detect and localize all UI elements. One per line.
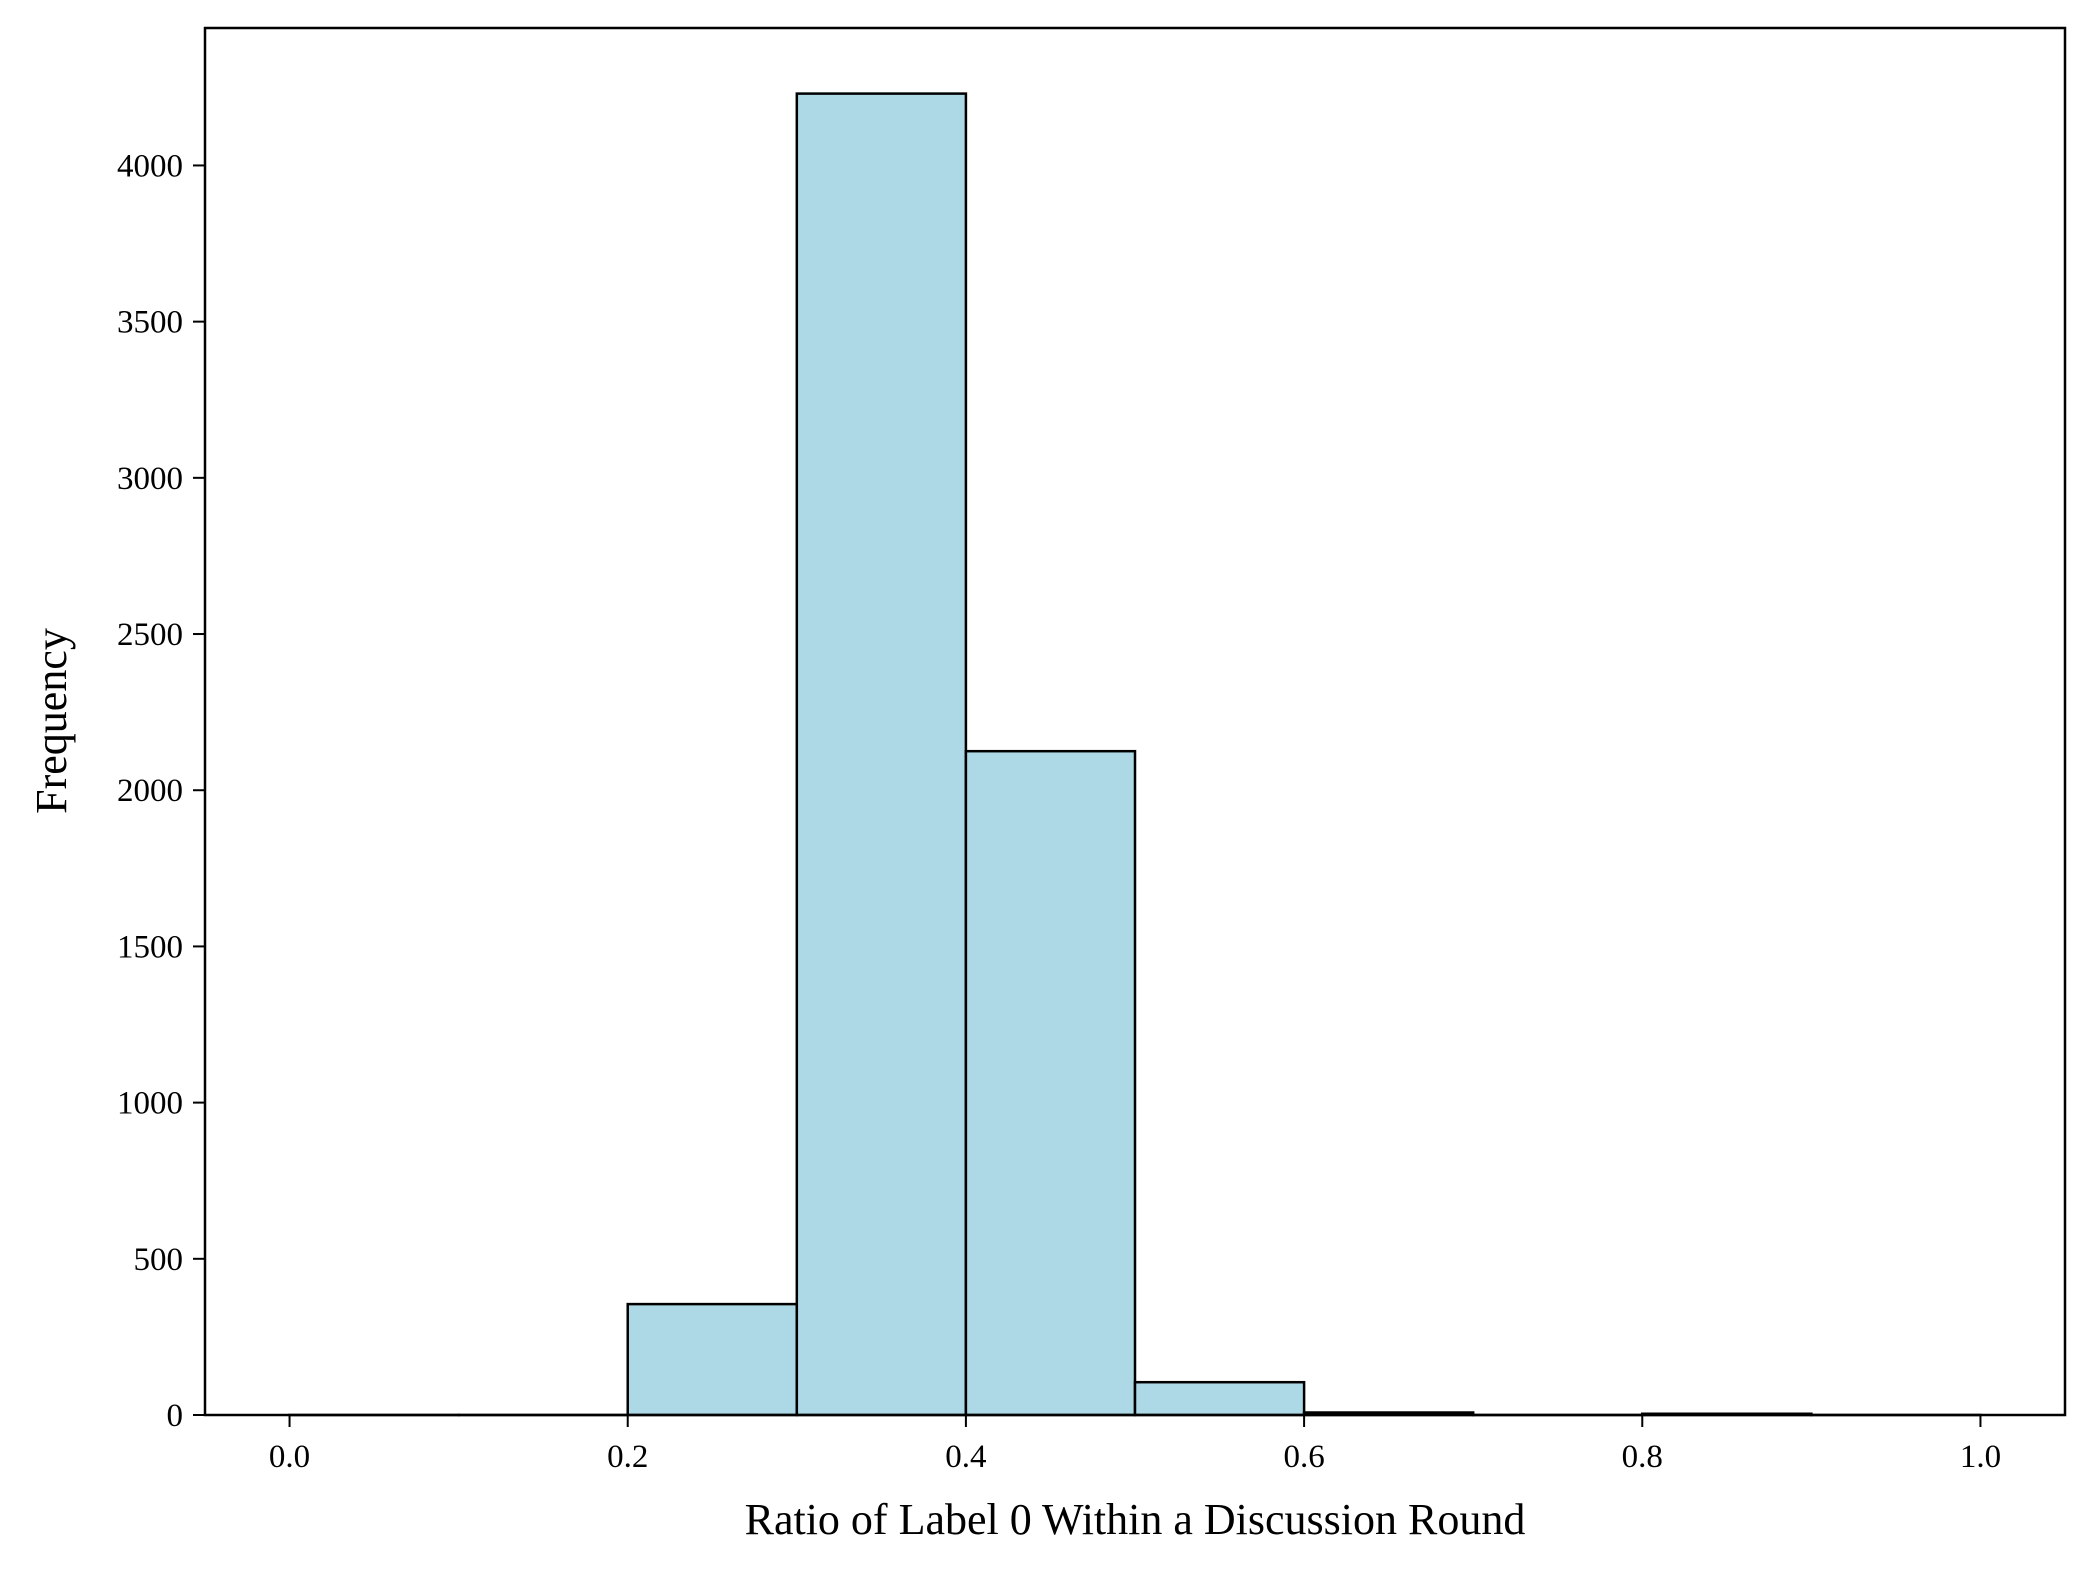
bars-group [288, 92, 1982, 1417]
y-tick-label: 2000 [117, 773, 183, 809]
y-tick-label: 1000 [117, 1086, 183, 1122]
x-axis-ticks: 0.0 0.2 0.4 0.6 0.8 1.0 [269, 1415, 2001, 1475]
x-tick-label: 0.8 [1622, 1439, 1663, 1475]
x-tick-label: 0.6 [1283, 1439, 1324, 1475]
histogram-bar-4 [964, 749, 1137, 1417]
x-axis-label: Ratio of Label 0 Within a Discussion Rou… [745, 1495, 1526, 1544]
histogram-bar-5 [1133, 1380, 1306, 1417]
x-tick-label: 0.4 [945, 1439, 986, 1475]
plot-frame [203, 26, 2067, 1417]
y-tick-label: 500 [134, 1242, 184, 1278]
y-axis-label: Frequency [27, 628, 76, 814]
y-axis-ticks: 0 500 1000 1500 2000 2500 3000 3500 4000 [117, 148, 205, 1434]
histogram-bar-2 [626, 1302, 799, 1417]
y-tick-label: 3500 [117, 305, 183, 341]
x-tick-label: 0.2 [607, 1439, 648, 1475]
x-tick-label: 1.0 [1960, 1439, 2001, 1475]
y-tick-label: 3000 [117, 461, 183, 497]
y-tick-label: 1500 [117, 929, 183, 965]
y-tick-label: 0 [167, 1398, 184, 1434]
x-tick-label: 0.0 [269, 1439, 310, 1475]
y-tick-label: 4000 [117, 148, 183, 184]
histogram-bar-3 [795, 92, 968, 1417]
y-tick-label: 2500 [117, 617, 183, 653]
